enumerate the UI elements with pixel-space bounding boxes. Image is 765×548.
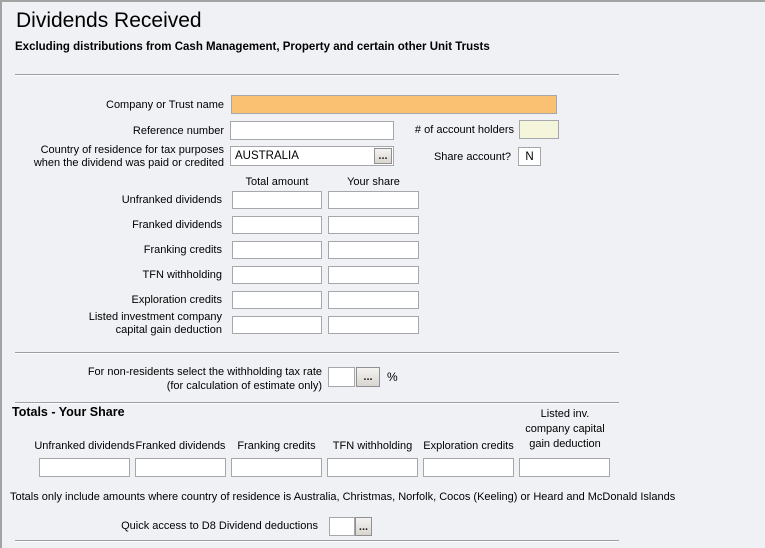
totals-tfn-withholding-input[interactable] (327, 458, 418, 477)
tfn-withholding-total-input[interactable] (232, 266, 322, 284)
column-header-your-share: Your share (347, 176, 400, 188)
unfranked-dividends-share-input[interactable] (328, 191, 419, 209)
withholding-rate-input[interactable] (328, 367, 355, 387)
totals-header-exploration-credits: Exploration credits (423, 440, 514, 452)
country-lookup-button[interactable]: ... (374, 148, 392, 164)
totals-franked-dividends-input[interactable] (135, 458, 226, 477)
share-account-input[interactable] (518, 147, 541, 166)
row-label-tfn-withholding: TFN withholding (142, 269, 222, 281)
totals-header-franking-credits: Franking credits (237, 440, 316, 452)
row-label-franked-dividends: Franked dividends (132, 219, 222, 231)
totals-header-lic-capital-gain: Listed inv. company capital gain deducti… (525, 408, 605, 450)
account-holders-input[interactable] (519, 120, 559, 139)
totals-lic-capital-gain-input[interactable] (519, 458, 610, 477)
non-resident-rate-label: For non-residents select the withholding… (87, 366, 322, 392)
quick-access-input[interactable] (329, 517, 355, 536)
totals-heading: Totals - Your Share (12, 405, 125, 419)
exploration-credits-total-input[interactable] (232, 291, 322, 309)
quick-access-lookup-button[interactable]: ... (355, 517, 372, 536)
exploration-credits-share-input[interactable] (328, 291, 419, 309)
unfranked-dividends-total-input[interactable] (232, 191, 322, 209)
page-subtitle: Excluding distributions from Cash Manage… (15, 41, 490, 53)
column-header-total-amount: Total amount (245, 176, 309, 188)
share-account-label: Share account? (433, 151, 511, 163)
account-holders-label: # of account holders (414, 124, 514, 136)
company-name-input[interactable] (231, 95, 557, 114)
country-combo[interactable]: AUSTRALIA ... (230, 146, 394, 166)
row-label-lic-capital-gain-deduction: Listed investment company capital gain d… (88, 311, 222, 336)
separator-top (15, 74, 619, 76)
company-name-label: Company or Trust name (106, 99, 224, 111)
separator-mid (15, 352, 619, 354)
totals-header-tfn-withholding: TFN withholding (332, 440, 413, 452)
separator-totals (15, 402, 619, 404)
franking-credits-total-input[interactable] (232, 241, 322, 259)
percent-sign: % (387, 370, 398, 384)
totals-note: Totals only include amounts where countr… (10, 491, 676, 503)
franking-credits-share-input[interactable] (328, 241, 419, 259)
reference-number-label: Reference number (132, 125, 224, 137)
row-label-exploration-credits: Exploration credits (131, 294, 223, 306)
quick-access-label: Quick access to D8 Dividend deductions (121, 520, 318, 532)
tfn-withholding-share-input[interactable] (328, 266, 419, 284)
country-of-residence-label: Country of residence for tax purposes wh… (33, 144, 224, 169)
totals-franking-credits-input[interactable] (231, 458, 322, 477)
franked-dividends-total-input[interactable] (232, 216, 322, 234)
totals-exploration-credits-input[interactable] (423, 458, 514, 477)
page-title: Dividends Received (16, 9, 202, 32)
totals-unfranked-dividends-input[interactable] (39, 458, 130, 477)
totals-header-unfranked-dividends: Unfranked dividends (34, 440, 135, 452)
reference-number-input[interactable] (230, 121, 394, 140)
row-label-franking-credits: Franking credits (143, 244, 222, 256)
withholding-rate-lookup-button[interactable]: ... (356, 367, 380, 387)
lic-capital-gain-share-input[interactable] (328, 316, 419, 334)
lic-capital-gain-total-input[interactable] (232, 316, 322, 334)
row-label-unfranked-dividends: Unfranked dividends (121, 194, 222, 206)
country-value: AUSTRALIA (235, 150, 299, 162)
franked-dividends-share-input[interactable] (328, 216, 419, 234)
totals-header-franked-dividends: Franked dividends (135, 440, 226, 452)
separator-bottom (15, 540, 619, 542)
